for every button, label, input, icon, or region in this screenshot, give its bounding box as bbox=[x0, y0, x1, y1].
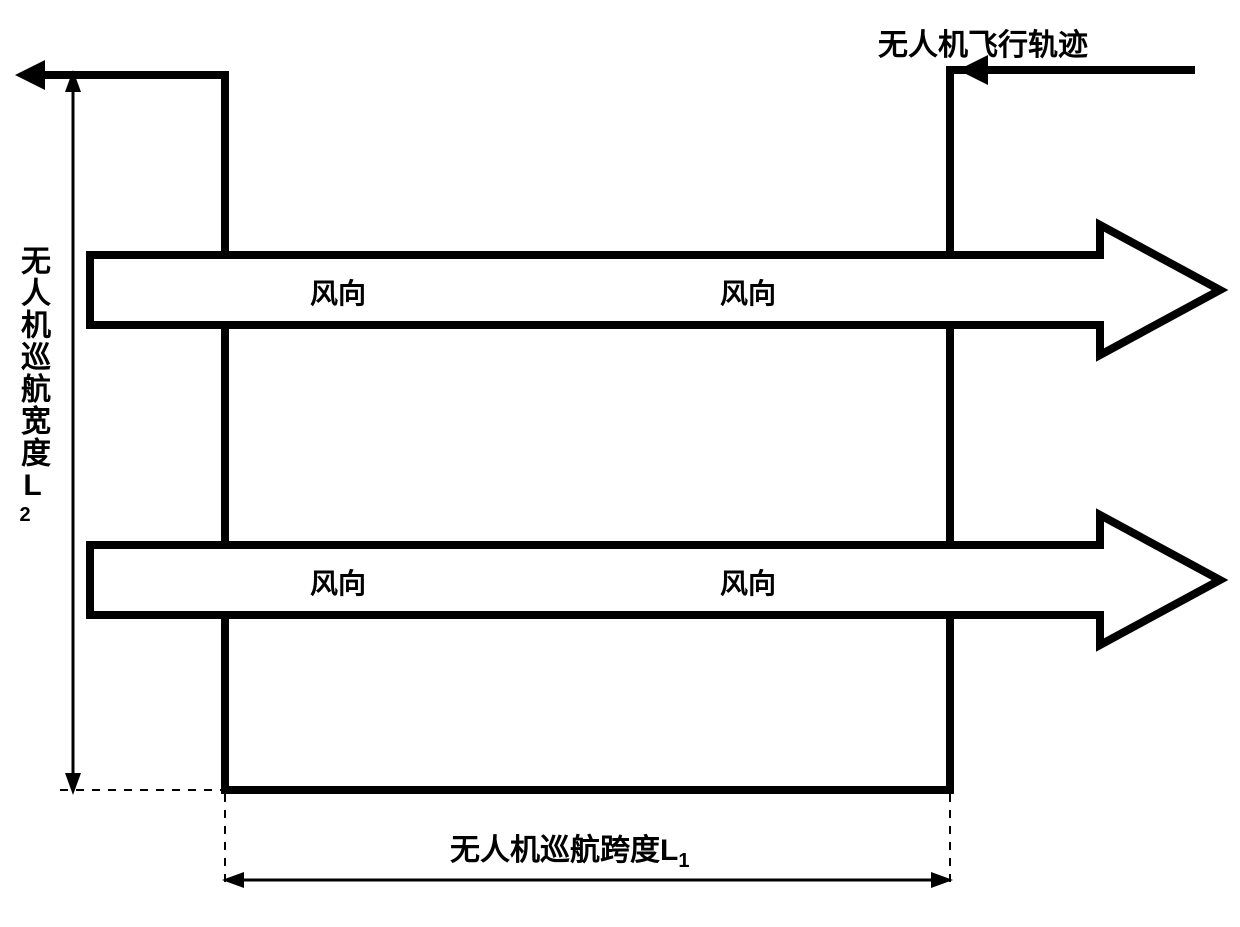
uav-flight-diagram: 无人机飞行轨迹 无人机巡航宽度L2 无人机巡航跨度L1 风向 风向 风向 风向 bbox=[0, 0, 1240, 922]
flight-trajectory-label: 无人机飞行轨迹 bbox=[878, 20, 1088, 64]
cruise-width-text: 无人机巡航宽度L bbox=[16, 245, 49, 504]
diagram-svg bbox=[0, 0, 1240, 922]
cruise-width-sub: 2 bbox=[14, 504, 36, 528]
cruise-width-label: 无人机巡航宽度L2 bbox=[10, 245, 54, 528]
cruise-span-text: 无人机巡航跨度L bbox=[450, 834, 678, 867]
wind-label-1a: 风向 bbox=[310, 272, 366, 312]
cruise-span-label: 无人机巡航跨度L1 bbox=[450, 825, 689, 873]
wind-label-2a: 风向 bbox=[310, 562, 366, 602]
wind-arrow-2 bbox=[90, 515, 1220, 645]
wind-arrow-1 bbox=[90, 225, 1220, 355]
dim-v-arrow-bottom bbox=[65, 773, 81, 795]
wind-label-1b: 风向 bbox=[720, 272, 776, 312]
wind-label-2b: 风向 bbox=[720, 562, 776, 602]
cruise-span-sub: 1 bbox=[678, 850, 689, 872]
trajectory-arrowhead-left bbox=[15, 60, 45, 90]
